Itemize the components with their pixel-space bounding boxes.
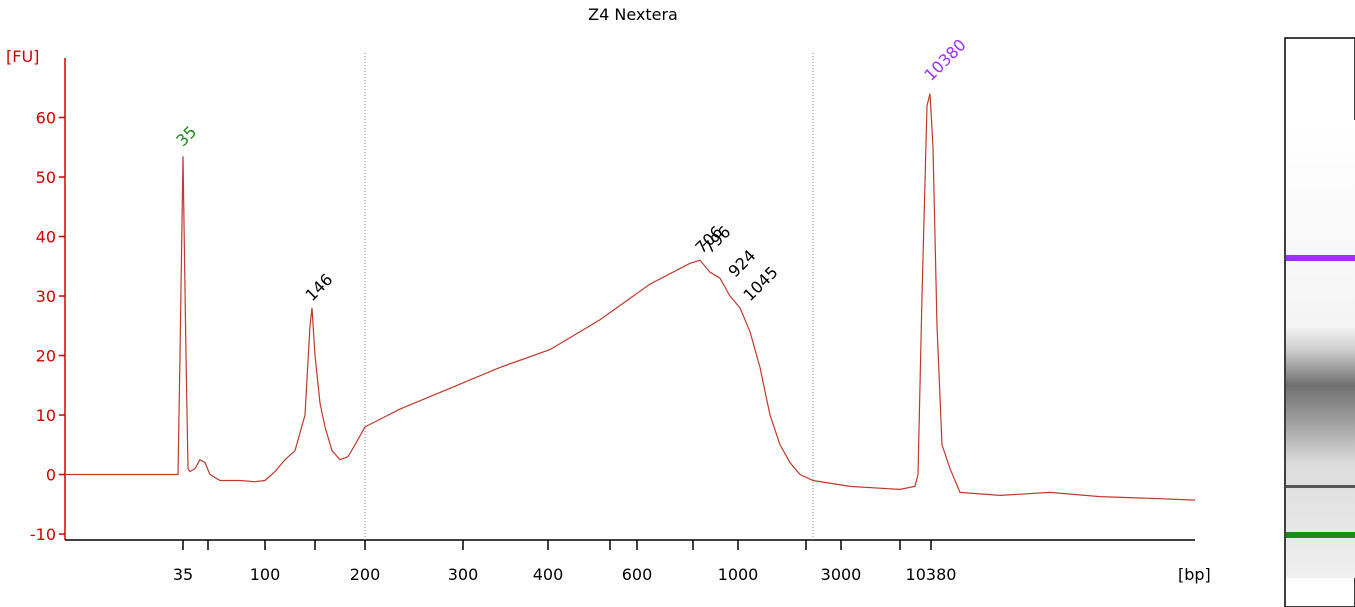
x-tick-label: 100: [250, 565, 281, 584]
y-tick-label: 40: [36, 228, 56, 247]
y-tick-label: 20: [36, 347, 56, 366]
x-tick-label: 3000: [821, 565, 862, 584]
peak-label: 146: [301, 270, 336, 305]
chart-title: Z4 Nextera: [588, 5, 678, 24]
y-tick-label: 30: [36, 287, 56, 306]
x-tick-label: 35: [173, 565, 193, 584]
trace: [65, 93, 1196, 501]
x-tick-label: 300: [448, 565, 479, 584]
x-tick-label: 600: [622, 565, 653, 584]
x-tick-label: 400: [533, 565, 564, 584]
x-tick-label: 1000: [718, 565, 759, 584]
peak-label: 35: [172, 122, 200, 150]
peak-label: 10380: [920, 35, 969, 84]
y-tick-label: 10: [36, 406, 56, 425]
y-tick-label: 50: [36, 168, 56, 187]
y-tick-label: 0: [46, 466, 56, 485]
x-axis-label: [bp]: [1178, 565, 1211, 584]
x-tick-label: 200: [350, 565, 381, 584]
y-tick-label: 60: [36, 109, 56, 128]
gel-panel: [1284, 37, 1355, 607]
y-tick-label: -10: [30, 525, 56, 544]
y-axis-label: [FU]: [6, 47, 39, 66]
x-tick-label: 10380: [906, 565, 957, 584]
